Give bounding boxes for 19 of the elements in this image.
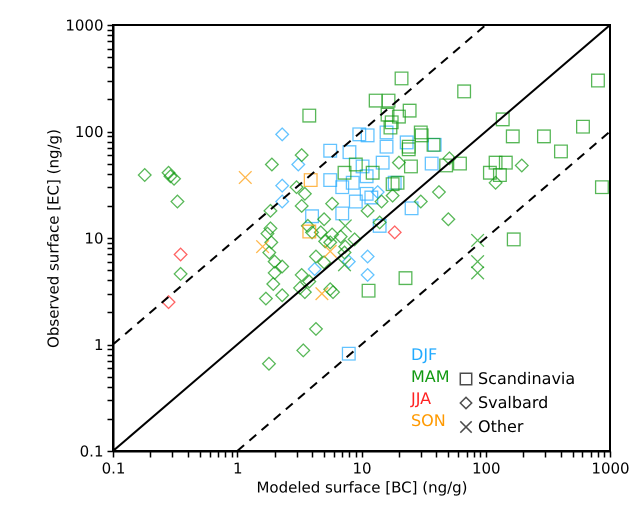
x-tick-label: 1 <box>232 460 243 478</box>
y-tick-label: 1 <box>94 336 104 354</box>
text: MAM <box>411 367 450 386</box>
x-tick-label: 100 <box>472 460 501 478</box>
text: DJF <box>411 345 438 364</box>
annotation: Other <box>478 417 524 436</box>
y-tick-label: 100 <box>74 123 104 141</box>
x-tick-label: 1000 <box>591 460 630 478</box>
text: SON <box>411 411 446 430</box>
y-tick-label: 10 <box>84 230 104 248</box>
y-tick-label: 1000 <box>65 16 104 34</box>
annotation: Scandinavia <box>478 369 576 388</box>
text: JJA <box>410 389 432 408</box>
x-tick-label: 10 <box>352 460 372 478</box>
y-axis-title: Observed surface [EC] (ng/g) <box>44 129 62 348</box>
annotation: Svalbard <box>478 393 548 412</box>
y-tick-label: 0.1 <box>80 442 104 460</box>
x-axis-title: Modeled surface [BC] (ng/g) <box>256 478 468 496</box>
x-tick-label: 0.1 <box>102 460 126 478</box>
